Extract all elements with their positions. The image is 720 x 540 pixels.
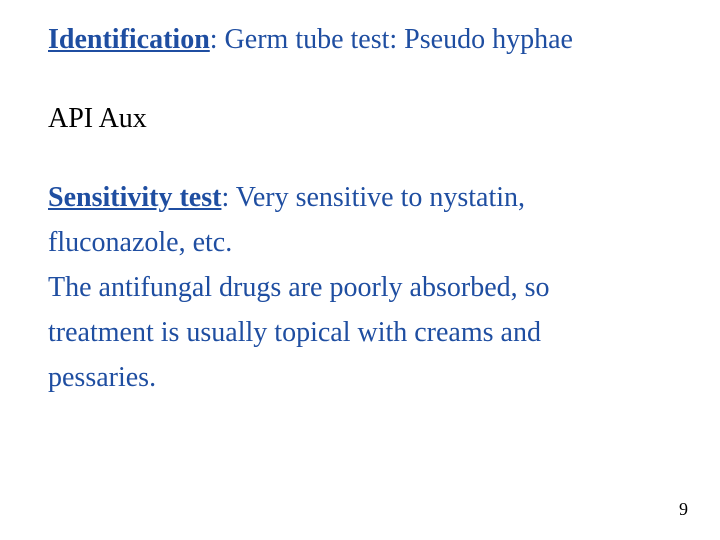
sensitivity-line-1: Sensitivity test: Very sensitive to nyst…: [48, 180, 672, 215]
absorption-line-1: The antifungal drugs are poorly absorbed…: [48, 270, 672, 305]
slide-container: Identification: Germ tube test: Pseudo h…: [0, 0, 720, 540]
spacer: [48, 146, 672, 180]
absorption-line-2: treatment is usually topical with creams…: [48, 315, 672, 350]
sensitivity-line-2: fluconazole, etc.: [48, 225, 672, 260]
absorption-line-3: pessaries.: [48, 360, 672, 395]
identification-rest: : Germ tube test: Pseudo hyphae: [210, 24, 573, 55]
spacer: [48, 67, 672, 101]
api-aux-text: API Aux: [48, 103, 147, 134]
sensitivity-label: Sensitivity test: [48, 182, 221, 213]
sensitivity-rest-1: : Very sensitive to nystatin,: [221, 182, 525, 213]
identification-line: Identification: Germ tube test: Pseudo h…: [48, 22, 672, 57]
api-aux-line: API Aux: [48, 101, 672, 136]
identification-label: Identification: [48, 24, 210, 55]
page-number: 9: [679, 499, 688, 520]
